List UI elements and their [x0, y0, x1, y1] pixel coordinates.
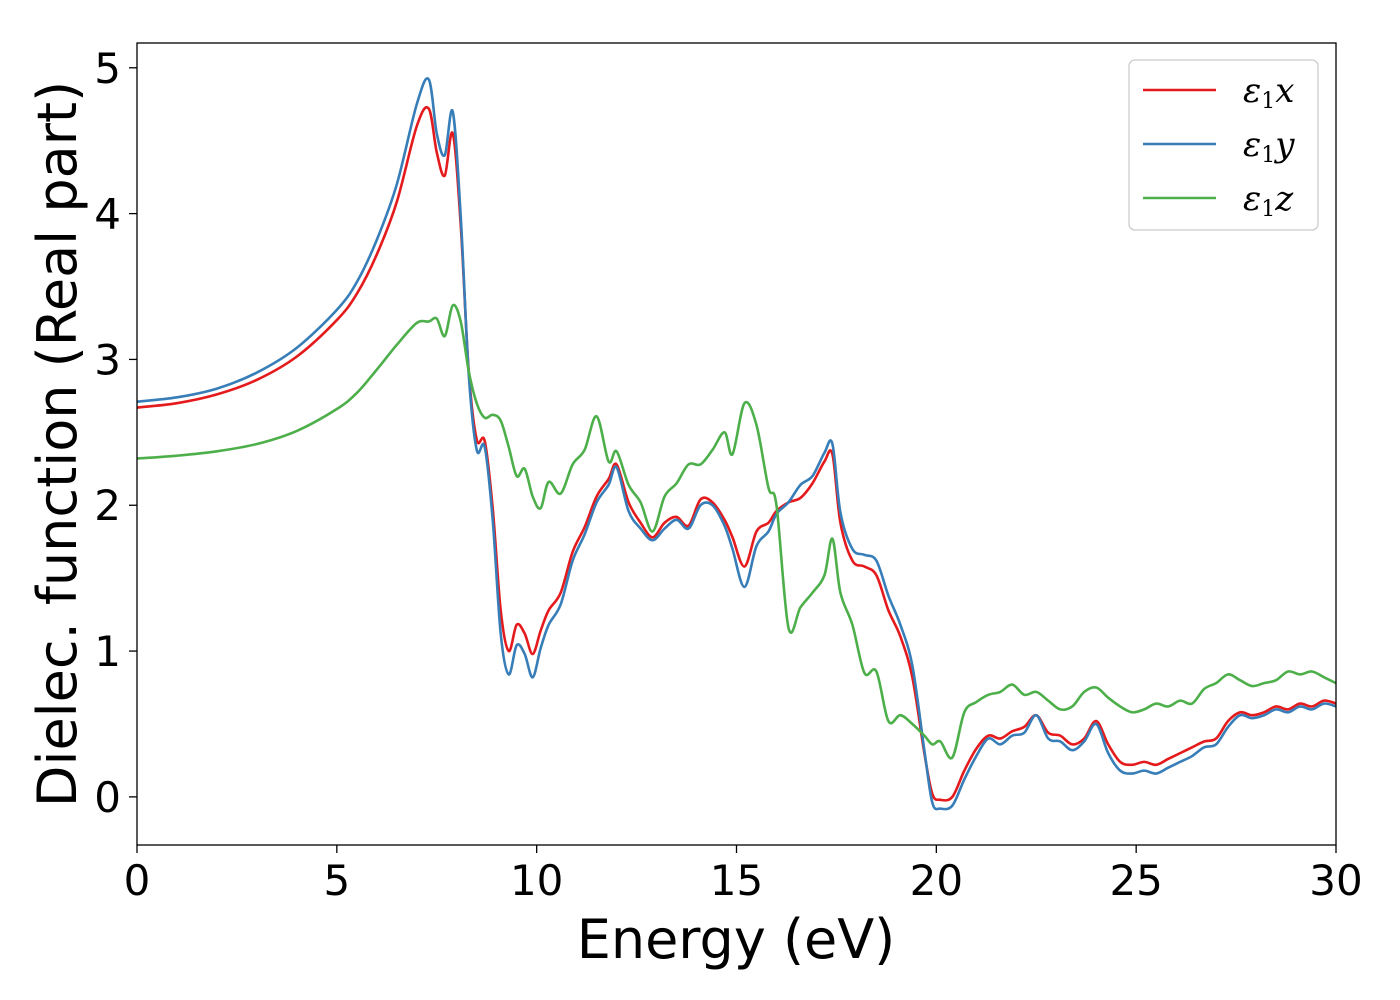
- x-tick-label: 15: [710, 856, 763, 905]
- x-tick-label: 5: [323, 856, 350, 905]
- y-tick-label: 4: [94, 190, 121, 239]
- legend: ε1x ε1y ε1z: [1128, 59, 1319, 231]
- x-axis: 0 5 10 15 20 25 30: [124, 845, 1363, 905]
- y-tick-label: 5: [94, 44, 121, 93]
- series-layer: [137, 77, 1336, 811]
- x-tick-label: 0: [124, 856, 151, 905]
- legend-label-z: ε1z: [1243, 179, 1294, 222]
- y-tick-label: 1: [94, 627, 121, 676]
- legend-label-x: ε1x: [1243, 71, 1294, 114]
- legend-label-y: ε1y: [1243, 125, 1295, 168]
- y-tick-label: 2: [94, 481, 121, 530]
- y-axis-title: Dielec. function (Real part): [26, 81, 89, 807]
- legend-box: [1128, 59, 1319, 231]
- x-axis-title: Energy (eV): [577, 908, 896, 971]
- x-tick-label: 20: [910, 856, 963, 905]
- y-axis: 0 1 2 3 4 5: [94, 44, 137, 822]
- series-line-z: [137, 303, 1336, 760]
- x-tick-label: 10: [510, 856, 563, 905]
- series-line-y: [137, 77, 1336, 811]
- x-tick-label: 25: [1109, 856, 1162, 905]
- x-tick-label: 30: [1309, 856, 1362, 905]
- y-tick-label: 0: [94, 773, 121, 822]
- y-tick-label: 3: [94, 335, 121, 384]
